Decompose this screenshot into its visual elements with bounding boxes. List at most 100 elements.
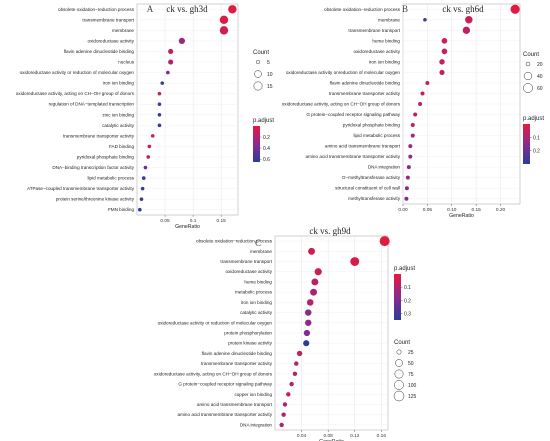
data-point bbox=[157, 102, 162, 107]
data-point bbox=[306, 299, 314, 306]
padjust-tick-label: 0.1 bbox=[404, 285, 411, 291]
data-point bbox=[157, 91, 162, 96]
category-label: heme binding bbox=[244, 279, 272, 284]
data-point bbox=[140, 186, 145, 191]
count-legend-circle bbox=[395, 359, 403, 367]
data-point bbox=[425, 80, 430, 85]
data-point bbox=[139, 197, 144, 201]
category-label: obsolete oxidation−reduction process bbox=[196, 239, 273, 244]
count-legend-title: Count bbox=[523, 52, 539, 58]
count-legend-label: 100 bbox=[408, 383, 417, 389]
category-label: DNA integration bbox=[368, 165, 401, 170]
data-point bbox=[141, 176, 146, 180]
category-label: structural constituent of cell wall bbox=[335, 186, 400, 191]
count-legend-circle bbox=[254, 70, 262, 78]
count-legend-circle bbox=[523, 83, 533, 93]
category-label: membrane bbox=[112, 28, 134, 33]
data-point bbox=[311, 278, 319, 286]
category-label: catalytic activity bbox=[102, 123, 135, 128]
category-label: oxidoreductase activity, acting on CH−OH… bbox=[16, 91, 135, 96]
panel-label: A bbox=[147, 4, 154, 14]
category-label: G protein−coupled receptor signaling pat… bbox=[178, 382, 272, 387]
x-tick-label: 0.00 bbox=[398, 207, 408, 213]
data-point bbox=[439, 69, 445, 76]
count-legend-title: Count bbox=[394, 340, 410, 346]
category-label: flavin adenine dinucleotide binding bbox=[202, 351, 273, 356]
data-point bbox=[441, 48, 448, 55]
padjust-tick-label: 0.2 bbox=[404, 298, 411, 304]
data-point bbox=[178, 37, 186, 45]
padjust-tick-label: 0.3 bbox=[404, 311, 411, 317]
data-point bbox=[160, 81, 165, 85]
category-label: nucleus bbox=[118, 60, 135, 65]
category-label: pyridoxal phosphate binding bbox=[343, 123, 401, 128]
category-label: transmembrane transporter activity bbox=[63, 133, 135, 138]
data-point bbox=[168, 59, 174, 65]
data-point bbox=[286, 392, 291, 397]
data-point bbox=[462, 26, 471, 34]
category-label: oxidoreductase activity or reduction of … bbox=[20, 70, 135, 75]
padjust-colorbar bbox=[394, 274, 401, 320]
panel-label: C bbox=[255, 238, 261, 248]
chart-title: ck vs. gh9d bbox=[309, 226, 351, 236]
category-label: zinc ion binding bbox=[102, 112, 134, 117]
data-point bbox=[510, 4, 520, 14]
data-point bbox=[405, 175, 410, 180]
data-point bbox=[406, 165, 411, 170]
data-point bbox=[292, 371, 298, 377]
data-point bbox=[303, 329, 311, 337]
data-point bbox=[305, 319, 312, 326]
data-point bbox=[146, 155, 151, 159]
data-point bbox=[423, 17, 427, 22]
category-label: metabolic process bbox=[235, 290, 273, 295]
category-label: lipid metabolic process bbox=[354, 133, 401, 138]
category-label: transmembrane transport bbox=[348, 28, 400, 33]
category-label: pyridoxal phosphate binding bbox=[77, 154, 135, 159]
data-point bbox=[150, 134, 155, 138]
data-point bbox=[219, 15, 229, 25]
x-tick-label: 0.05 bbox=[423, 207, 433, 213]
count-legend-label: 25 bbox=[408, 350, 414, 356]
count-legend-circle bbox=[396, 349, 402, 355]
count-legend-circle bbox=[255, 59, 261, 65]
category-label: protein phosphorylation bbox=[224, 331, 272, 336]
padjust-legend-title: p.adjust bbox=[523, 116, 544, 122]
category-label: oxidoreductase activity bbox=[354, 49, 401, 54]
data-point bbox=[219, 26, 229, 35]
count-legend-circle bbox=[525, 61, 531, 67]
data-point bbox=[308, 247, 316, 255]
category-label: regulation of DNA−templated transcriptio… bbox=[49, 102, 135, 107]
count-legend-label: 10 bbox=[267, 72, 273, 78]
data-point bbox=[157, 112, 162, 117]
category-label: oxidoreductase activity bbox=[226, 269, 273, 274]
count-legend-label: 125 bbox=[408, 394, 417, 400]
data-point bbox=[439, 59, 445, 65]
data-point bbox=[282, 402, 288, 407]
x-tick-label: 0.15 bbox=[471, 207, 481, 213]
data-point bbox=[441, 38, 448, 44]
data-point bbox=[143, 165, 148, 170]
data-point bbox=[465, 16, 473, 24]
x-tick-label: 0.20 bbox=[496, 207, 506, 213]
data-point bbox=[166, 70, 170, 75]
category-label: protein serine/threonine kinase activity bbox=[56, 197, 135, 202]
padjust-legend-title: p.adjust bbox=[394, 266, 415, 272]
category-label: ATPase−coupled transmembrane transporter… bbox=[27, 186, 135, 191]
category-label: lipid metabolic process bbox=[88, 176, 135, 181]
data-point bbox=[289, 381, 294, 387]
x-tick-label: 0.08 bbox=[324, 433, 334, 439]
count-legend-label: 60 bbox=[537, 86, 543, 92]
padjust-legend-title: p.adjust bbox=[253, 118, 274, 124]
data-point bbox=[408, 154, 413, 159]
category-label: oxidoreductase activity, acting on CH−OH… bbox=[154, 371, 273, 376]
count-legend-label: 20 bbox=[537, 62, 543, 68]
category-label: membrane bbox=[378, 17, 400, 22]
data-point bbox=[379, 236, 390, 247]
count-legend-label: 40 bbox=[537, 74, 543, 80]
category-label: iron ion binding bbox=[103, 81, 135, 86]
padjust-tick-label: 0.2 bbox=[263, 135, 270, 141]
x-tick-label: 0.1 bbox=[190, 218, 197, 224]
category-label: transmembrane transport bbox=[220, 259, 272, 264]
count-legend-circle bbox=[523, 71, 533, 81]
count-legend-label: 15 bbox=[267, 84, 273, 90]
